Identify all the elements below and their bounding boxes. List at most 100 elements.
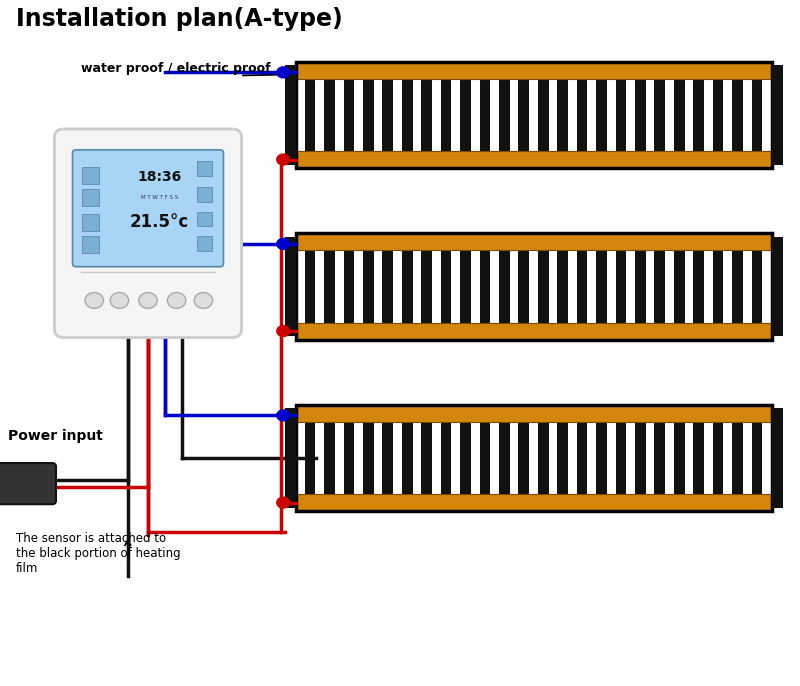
Bar [82,189,99,206]
Bar [451,79,460,151]
Bar [197,211,211,226]
Bar [197,236,211,250]
Circle shape [277,497,290,508]
Text: The sensor is attached to
the black portion of heating
film: The sensor is attached to the black port… [16,532,181,575]
Circle shape [85,292,103,309]
Bar [471,422,479,494]
Bar [197,187,211,202]
Bar [704,422,713,494]
Bar [772,237,783,336]
Bar [471,79,479,151]
Bar [296,405,772,511]
Bar [296,62,772,168]
Bar [296,233,772,340]
Bar [587,250,596,322]
Bar [393,250,402,322]
Bar [296,405,772,511]
FancyBboxPatch shape [0,463,56,504]
Bar [335,250,344,322]
Circle shape [110,292,129,309]
Bar [490,250,499,322]
Bar [772,65,783,165]
Bar [685,250,694,322]
Bar [82,214,99,230]
Bar [646,422,654,494]
Circle shape [277,154,290,165]
Bar [685,422,694,494]
Text: 18:36: 18:36 [138,170,182,184]
Bar [471,250,479,322]
Bar [607,250,616,322]
Bar [607,79,616,151]
Bar [296,62,772,79]
Bar [549,250,558,322]
Bar [704,79,713,151]
Bar [285,408,296,508]
Bar [315,422,324,494]
Bar [296,233,772,340]
Bar [296,250,772,322]
Bar [451,250,460,322]
Bar [374,79,382,151]
Bar [374,250,382,322]
Bar [626,422,635,494]
Bar [743,250,752,322]
Bar [529,79,538,151]
Bar [432,422,441,494]
Bar [568,79,577,151]
Bar [626,250,635,322]
Bar [646,79,654,151]
Bar [393,422,402,494]
Circle shape [167,292,186,309]
Bar [510,250,518,322]
Bar [335,79,344,151]
Bar [296,233,772,250]
Bar [432,79,441,151]
Bar [549,422,558,494]
Bar [549,79,558,151]
Bar [762,79,771,151]
Circle shape [277,67,290,78]
Bar [626,79,635,151]
Circle shape [277,326,290,337]
Bar [607,422,616,494]
Bar [315,250,324,322]
Bar [723,422,732,494]
Bar [704,250,713,322]
Text: 21.5°c: 21.5°c [130,213,189,230]
Circle shape [277,238,290,249]
Bar [285,65,296,165]
Bar [296,151,772,168]
Bar [762,422,771,494]
Bar [296,422,772,494]
Text: water proof / electric proof: water proof / electric proof [81,62,271,75]
FancyBboxPatch shape [73,150,223,267]
Bar [685,79,694,151]
Bar [743,422,752,494]
Bar [354,250,363,322]
Bar [393,79,402,151]
Bar [510,79,518,151]
Bar [665,79,674,151]
Bar [568,422,577,494]
Circle shape [277,410,290,421]
Bar [82,236,99,253]
Text: M T W T F S S: M T W T F S S [141,195,178,200]
Bar [529,250,538,322]
Bar [413,79,422,151]
Bar [451,422,460,494]
Bar [723,79,732,151]
Bar [762,250,771,322]
Bar [296,250,305,322]
Bar [296,79,772,151]
Text: Power input: Power input [8,429,103,442]
Bar [354,79,363,151]
Bar [510,422,518,494]
Bar [374,422,382,494]
FancyBboxPatch shape [54,129,242,338]
Bar [432,250,441,322]
Bar [296,62,772,168]
Circle shape [138,292,158,309]
Bar [646,250,654,322]
Bar [296,405,772,422]
